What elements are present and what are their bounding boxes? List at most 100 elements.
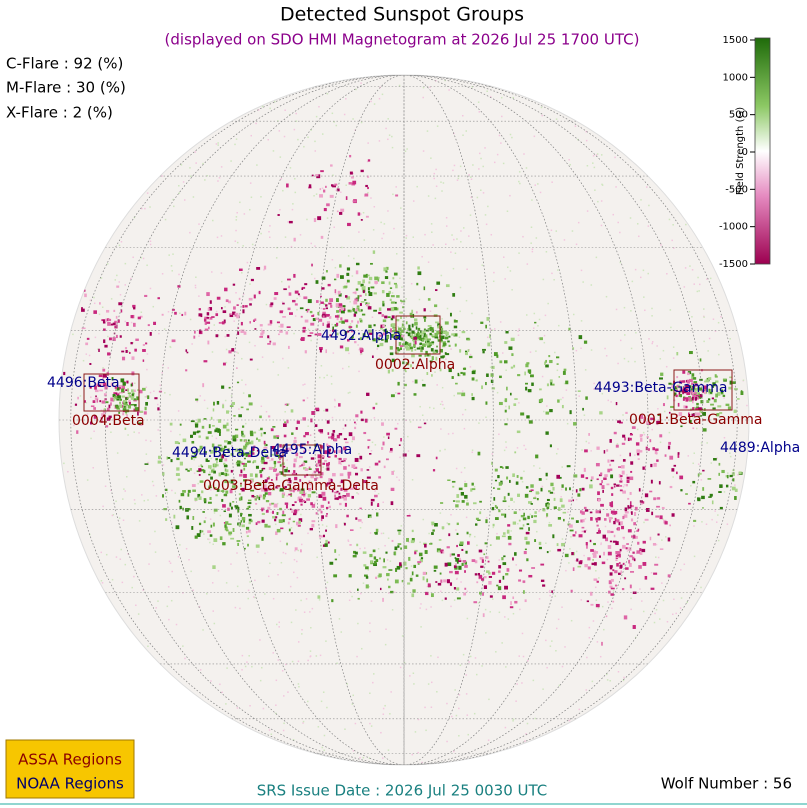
patch [381,314,384,317]
speckle [622,485,625,488]
patch [256,267,261,270]
patch [473,601,478,604]
patch [355,472,359,476]
patch [382,319,387,323]
speckle [250,196,253,199]
patch [719,484,723,488]
speckle [321,746,324,749]
speckle [480,157,482,160]
speckle [210,489,212,491]
patch [343,447,347,451]
patch [243,467,246,471]
patch [393,282,397,285]
speckle [519,608,521,611]
patch [132,304,136,308]
speckle [701,521,703,523]
patch [200,469,205,472]
speckle [723,491,726,493]
patch [223,462,226,466]
patch [378,460,381,463]
patch [654,563,659,566]
speckle [680,597,683,599]
patch [209,316,213,320]
patch [256,449,259,452]
speckle [280,177,283,180]
speckle [708,337,711,340]
patch [253,445,256,449]
patch [212,468,215,472]
speckle [538,509,541,512]
speckle [381,757,384,759]
patch [417,266,420,270]
speckle [82,359,85,362]
patch [332,185,336,188]
speckle [555,452,558,455]
speckle [484,147,486,149]
speckle [194,151,197,153]
speckle [352,118,354,120]
patch [322,496,327,501]
speckle [249,705,251,707]
patch [133,322,136,327]
patch [408,324,411,329]
speckle [345,98,347,100]
patch [303,296,308,300]
speckle [180,164,183,166]
patch [247,529,251,533]
speckle [118,517,121,519]
speckle [655,556,657,558]
speckle [321,187,324,190]
patch [629,501,632,506]
patch [660,372,664,376]
patch [355,308,358,312]
patch [423,308,426,312]
speckle [381,237,383,240]
patch [267,323,272,326]
speckle [726,523,729,525]
patch [455,504,459,508]
speckle [466,590,469,593]
patch [384,338,388,343]
patch [399,331,402,335]
speckle [651,428,654,431]
patch [224,526,228,531]
patch [401,323,404,327]
patch [122,382,126,386]
patch [471,559,476,563]
patch [479,500,482,503]
patch [314,333,318,336]
speckle [371,316,374,318]
speckle [665,365,668,368]
speckle [422,150,425,152]
patch [248,513,252,517]
patch [694,412,697,416]
patch [248,297,253,301]
speckle [435,185,438,188]
speckle [198,465,200,468]
speckle [306,218,308,221]
patch [289,489,294,492]
speckle [457,177,460,180]
patch [373,556,377,560]
patch [361,285,366,290]
patch [366,336,369,339]
patch [131,371,135,376]
patch [507,492,510,496]
speckle [460,471,463,474]
patch [308,466,311,470]
patch [194,535,198,539]
patch [604,518,607,521]
speckle [213,622,216,625]
patch [162,472,165,476]
patch [495,517,499,521]
speckle [696,427,698,430]
patch [124,427,127,430]
speckle [659,358,662,360]
patch [445,284,450,288]
speckle [206,175,209,177]
patch [599,411,603,415]
patch [119,335,122,338]
speckle [282,551,285,554]
speckle [360,213,362,215]
speckle [100,409,103,411]
